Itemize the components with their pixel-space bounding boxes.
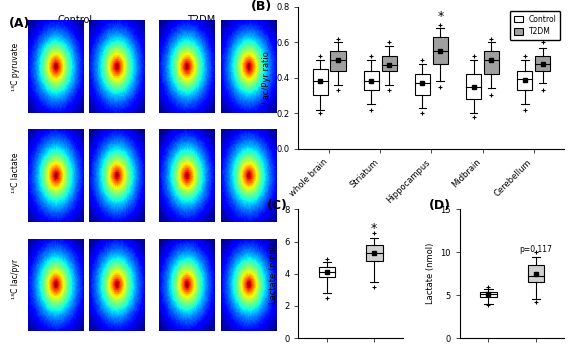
Text: ¹³C pyruvate: ¹³C pyruvate	[11, 42, 21, 91]
Bar	[312, 69, 328, 96]
Bar	[415, 74, 430, 96]
Text: Control: Control	[58, 15, 93, 25]
Text: *: *	[437, 10, 443, 23]
Bar	[528, 265, 544, 282]
Bar	[364, 71, 379, 90]
Text: T2DM: T2DM	[187, 15, 215, 25]
Bar	[319, 267, 335, 277]
Text: ¹³C lac/pyr: ¹³C lac/pyr	[11, 258, 21, 298]
Bar	[331, 51, 346, 71]
Bar	[366, 245, 382, 261]
Bar	[466, 74, 481, 99]
Bar	[484, 51, 499, 74]
Text: (D): (D)	[429, 199, 451, 212]
Y-axis label: Lac/Pyr ratio: Lac/Pyr ratio	[262, 51, 271, 104]
Text: ¹³C lactate: ¹³C lactate	[11, 152, 21, 193]
Text: p=0.117: p=0.117	[519, 245, 552, 254]
Text: *: *	[371, 222, 377, 235]
Bar	[480, 292, 497, 297]
Text: (C): (C)	[267, 199, 288, 212]
Legend: Control, T2DM: Control, T2DM	[510, 11, 560, 40]
Y-axis label: Lactate (nmol): Lactate (nmol)	[426, 243, 435, 304]
Y-axis label: Lactate (nmol): Lactate (nmol)	[270, 243, 279, 304]
Bar	[381, 57, 397, 71]
Bar	[433, 37, 448, 63]
Bar	[517, 71, 532, 90]
Bar	[535, 57, 550, 71]
Text: (A): (A)	[9, 17, 30, 30]
Text: (B): (B)	[251, 0, 272, 13]
